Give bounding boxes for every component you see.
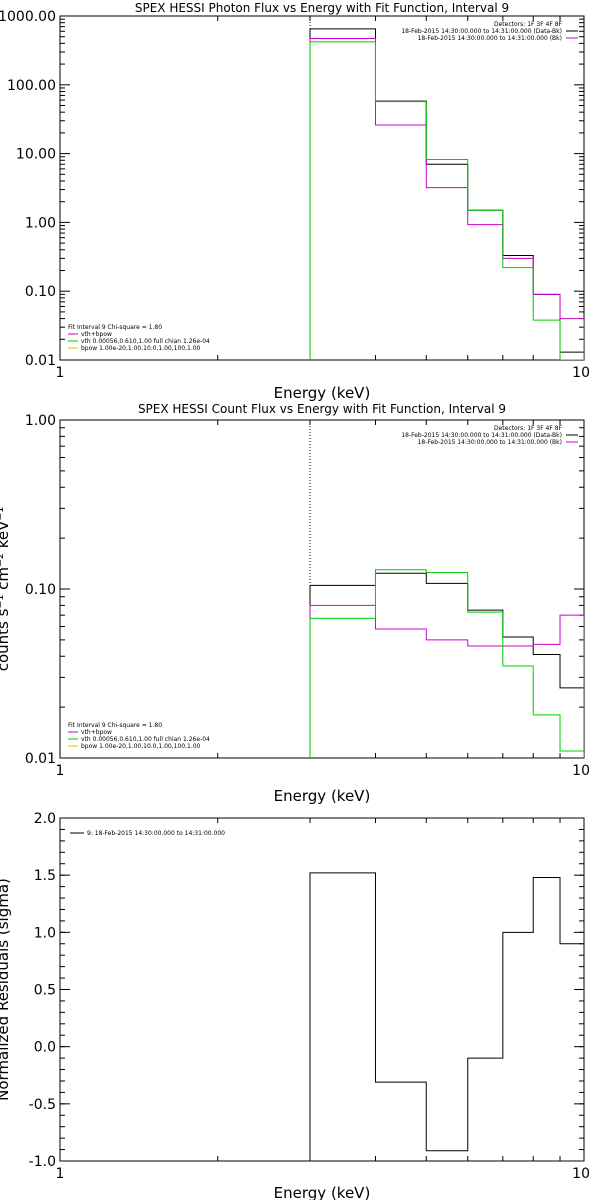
fit-header: Fit Interval 9 Chi-square = 1.80 (68, 324, 162, 331)
y-tick-label: 0.5 (34, 983, 56, 999)
plot-frame (59, 15, 585, 361)
y-tick-label: 0.10 (25, 582, 56, 598)
x-axis-title: Energy (keV) (274, 384, 371, 402)
y-axis-title: Normalized Residuals (sigma) (0, 878, 12, 1101)
x-tick-label: 1 (56, 365, 65, 381)
x-axis-title: Energy (keV) (274, 1184, 371, 1200)
y-tick-label: 1.00 (25, 413, 56, 429)
count-flux-panel: SPEX HESSI Count Flux vs Energy with Fit… (0, 402, 590, 805)
x-tick-label: 1 (56, 1166, 65, 1182)
series-2-step-line (309, 41, 584, 360)
fit-legend-label: vth 0.00056,0.610,1.00 full chian 1.26e-… (81, 338, 210, 345)
plot-frame (59, 419, 585, 759)
fit-legend-label: vth+bpow (81, 331, 112, 338)
x-tick-label: 1 (56, 763, 65, 779)
series-2-step-line (309, 569, 584, 758)
y-tick-label: 1.00 (25, 215, 56, 231)
fit-legend-label: vth+bpow (81, 729, 112, 736)
series-1-step-line (309, 604, 584, 758)
y-tick-label: -0.5 (29, 1097, 56, 1113)
series-0-step-line (309, 872, 584, 1161)
info-line: 18-Feb-2015 14:30:00.000 to 14:31:00.000… (401, 28, 562, 35)
y-tick-label: 0.01 (25, 353, 56, 369)
plot-frame (59, 817, 585, 1162)
x-tick-label: 10 (572, 1166, 590, 1182)
fit-legend-label: vth 0.00056,0.610,1.00 full chian 1.26e-… (81, 736, 210, 743)
plot-title: SPEX HESSI Photon Flux vs Energy with Fi… (135, 1, 509, 15)
x-tick-label: 10 (572, 365, 590, 381)
series-0-step-line (309, 572, 584, 758)
data-layer (309, 420, 584, 758)
y-tick-label: 100.00 (7, 78, 56, 94)
info-line: Detectors: 1F 3F 4F 8F (494, 21, 563, 28)
info-line: 18-Feb-2015 14:30:00.000 to 14:31:00.000… (418, 35, 562, 42)
x-axis-title: Energy (keV) (274, 787, 371, 805)
data-layer (309, 16, 584, 360)
data-layer (309, 872, 584, 1161)
photon-flux-panel: SPEX HESSI Photon Flux vs Energy with Fi… (0, 1, 590, 402)
y-tick-label: 1.0 (34, 925, 56, 941)
fit-legend-label: bpow 1.00e-20,1.00,10.0,1.00,100,1.00 (81, 743, 201, 750)
fit-legend-label: bpow 1.00e-20,1.00,10.0,1.00,100,1.00 (81, 345, 201, 352)
residual-legend-label: 9: 18-Feb-2015 14:30:00.000 to 14:31:00.… (87, 830, 225, 837)
y-axis-title: counts s⁻¹ cm⁻² keV⁻¹ (0, 507, 12, 672)
fit-header: Fit Interval 9 Chi-square = 1.80 (68, 722, 162, 729)
info-line: Detectors: 1F 3F 4F 8F (494, 425, 563, 432)
info-line: 18-Feb-2015 14:30:00.000 to 14:31:00.000… (418, 439, 562, 446)
residuals-panel: 1 10 -1.0 -0.5 0.0 0.5 1.0 1.5 2.0 Energy (keV) No… (0, 811, 590, 1200)
y-tick-label: -1.0 (29, 1154, 56, 1170)
plot-title: SPEX HESSI Count Flux vs Energy with Fit… (138, 402, 506, 416)
y-tick-label: 1.5 (34, 868, 56, 884)
y-tick-label: 1000.00 (0, 9, 56, 25)
x-tick-label: 10 (572, 763, 590, 779)
series-0-step-line (309, 28, 584, 360)
y-tick-label: 0.01 (25, 751, 56, 767)
info-line: 18-Feb-2015 14:30:00.000 to 14:31:00.000… (401, 432, 562, 439)
y-tick-label: 0.10 (25, 284, 56, 300)
y-tick-label: 2.0 (34, 811, 56, 827)
y-tick-label: 10.00 (16, 147, 56, 163)
y-tick-label: 0.0 (34, 1040, 56, 1056)
series-1-step-line (309, 38, 584, 360)
